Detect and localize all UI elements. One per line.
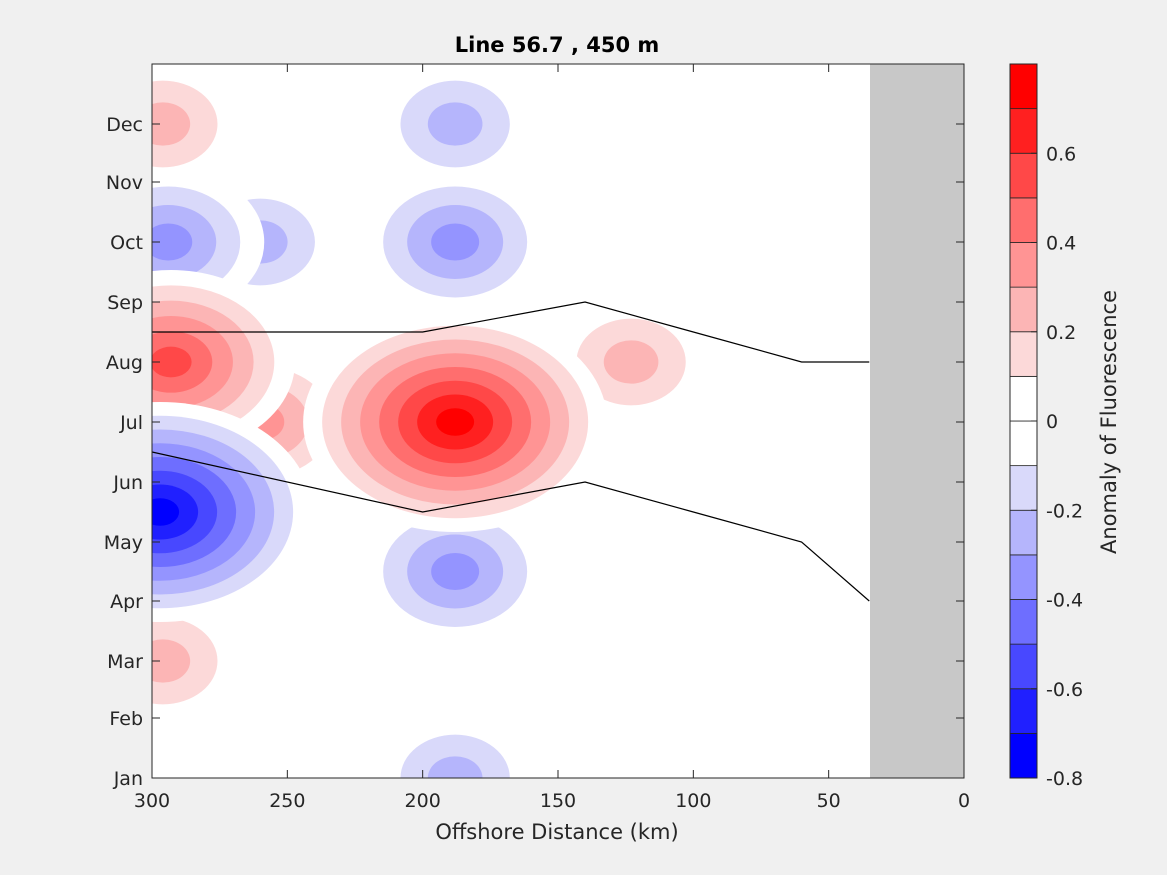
colorbar-tick-label: 0.6 xyxy=(1046,143,1076,165)
no-data-region xyxy=(870,64,964,778)
y-axis: Jan Feb Mar Apr May Jun Jul Aug Sep Oct Nov Dec xyxy=(104,114,964,790)
contour-level xyxy=(427,102,483,146)
y-tick-label: Sep xyxy=(107,292,143,314)
colorbar-segment xyxy=(1009,63,1038,110)
colorbar-tick-label: -0.8 xyxy=(1046,768,1083,790)
contour-level xyxy=(152,223,193,261)
zero-contour-lines xyxy=(152,301,870,602)
x-tick-label: 300 xyxy=(134,790,170,812)
colorbar-tick-label: 0.4 xyxy=(1046,233,1076,255)
contour-level xyxy=(431,223,480,261)
colorbar-segment xyxy=(1009,152,1038,199)
contour-level xyxy=(431,553,480,590)
chart-title: Line 56.7 , 450 m xyxy=(455,33,660,57)
contour-level xyxy=(603,340,659,384)
colorbar-segment xyxy=(1009,108,1038,154)
colorbar-segment xyxy=(1009,732,1038,779)
x-tick-label: 250 xyxy=(269,790,305,812)
y-tick-label: Dec xyxy=(106,114,143,136)
colorbar-segment xyxy=(1009,554,1038,600)
y-tick-label: Feb xyxy=(109,708,143,730)
zero-contour xyxy=(152,301,870,363)
y-tick-label: Oct xyxy=(110,232,143,254)
colorbar-tick-label: 0 xyxy=(1046,411,1058,433)
colorbar-segment xyxy=(1009,643,1038,690)
colorbar-tick-label: -0.6 xyxy=(1046,679,1083,701)
x-axis-label: Offshore Distance (km) xyxy=(435,820,678,844)
colorbar-tick-label: 0.2 xyxy=(1046,322,1076,344)
x-tick-label: 150 xyxy=(540,790,576,812)
y-tick-label: Jun xyxy=(112,472,143,494)
contour-fill-layer xyxy=(152,64,870,778)
y-tick-label: Apr xyxy=(110,591,143,613)
colorbar-segment xyxy=(1009,242,1038,288)
zero-contour xyxy=(152,451,870,602)
x-tick-label: 50 xyxy=(817,790,841,812)
plot-area: 300 250 200 150 100 50 0 Jan Feb Mar Apr May Jun Jul… xyxy=(104,63,970,812)
contour-level xyxy=(436,408,475,436)
y-tick-label: Mar xyxy=(107,651,143,673)
y-tick-label: Aug xyxy=(106,352,143,374)
contour-level xyxy=(152,498,180,526)
contour-level xyxy=(152,102,191,146)
contour-level xyxy=(152,639,191,683)
contour-level xyxy=(807,465,870,559)
y-tick-label: Nov xyxy=(106,172,143,194)
contour-level xyxy=(427,756,483,778)
colorbar-segment xyxy=(1009,509,1038,556)
colorbar-tick-label: -0.4 xyxy=(1046,590,1083,612)
colorbar-tick-label: -0.2 xyxy=(1046,500,1083,522)
colorbar: -0.8 -0.6 -0.4 -0.2 0 0.2 0.4 0.6 xyxy=(1009,63,1083,790)
colorbar-segment xyxy=(1009,197,1038,243)
x-tick-label: 100 xyxy=(675,790,711,812)
colorbar-segment xyxy=(1009,331,1038,377)
colorbar-segment xyxy=(1009,688,1038,734)
colorbar-segment xyxy=(1009,599,1038,645)
x-tick-label: 200 xyxy=(405,790,441,812)
x-axis: 300 250 200 150 100 50 0 xyxy=(134,64,970,812)
colorbar-segment xyxy=(1009,420,1038,467)
y-tick-label: Jul xyxy=(119,412,143,434)
x-tick-label: 0 xyxy=(958,790,970,812)
colorbar-segment xyxy=(1009,286,1038,333)
colorbar-segment xyxy=(1009,465,1038,511)
y-tick-label: May xyxy=(104,532,143,554)
colorbar-segment xyxy=(1009,375,1038,422)
contour-level xyxy=(152,346,192,378)
y-tick-label: Jan xyxy=(113,768,143,790)
colorbar-label: Anomaly of Fluorescence xyxy=(1097,290,1121,554)
